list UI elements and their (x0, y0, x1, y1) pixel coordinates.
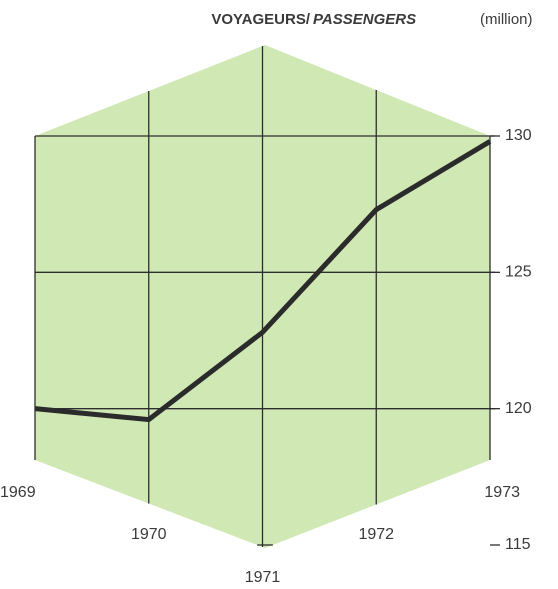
x-tick-label: 1973 (484, 484, 520, 501)
data-line (34, 139, 492, 423)
y-tick-label: 115 (505, 536, 531, 553)
chart-title-italic: PASSENGERS (313, 11, 416, 28)
x-tick-label: 1972 (358, 526, 394, 543)
y-tick-label: 120 (505, 400, 532, 417)
y-tick-label: 130 (505, 127, 532, 144)
x-tick-label: 1969 (0, 484, 36, 501)
x-tick-label: 1970 (131, 526, 167, 543)
unit-label: (million) (480, 11, 533, 28)
y-tick-label: 125 (505, 264, 532, 281)
chart-title: VOYAGEURS/ (211, 11, 310, 28)
x-tick-label: 1971 (245, 569, 281, 584)
